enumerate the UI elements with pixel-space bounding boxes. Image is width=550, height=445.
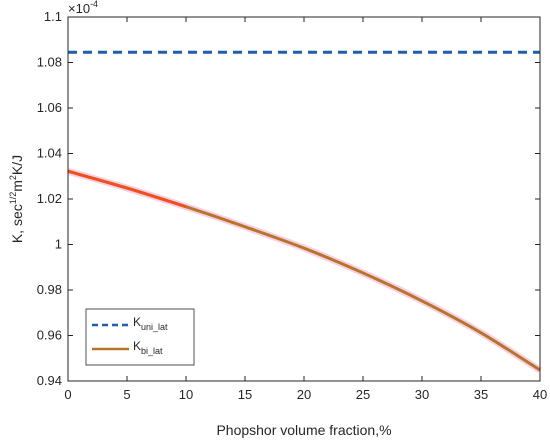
x-tick-label: 40 [533,387,547,402]
legend-uni-lat-sub: uni_lat [141,322,168,332]
legend-box [85,308,195,366]
y-tick-label: 1.02 [37,191,62,206]
y-tick-label: 1.04 [37,146,62,161]
x-tick-label: 5 [123,387,130,402]
y-axis-label: K, sec1/2m2K/J [8,155,25,243]
y-exponent-power: -4 [90,0,98,9]
x-tick-label: 0 [64,387,71,402]
y-tick-label: 1.08 [37,55,62,70]
y-label-sup2: 2 [8,175,18,180]
x-tick-label: 15 [238,387,252,402]
y-tick-label: 1.1 [44,9,62,24]
y-tick-label: 1 [55,237,62,252]
series-layer [67,50,542,374]
y-tick-label: 0.94 [37,373,62,388]
legend-label-bi-lat: Kbi_lat [133,339,163,356]
legend-uni-lat-base: K [133,315,141,329]
y-label-base: K, sec [9,204,25,243]
y-label-sup1: 1/2 [8,192,18,205]
x-tick-label: 30 [415,387,429,402]
y-exponent-base: ×10 [68,1,90,16]
y-label-tail: K/J [9,155,25,175]
y-label-mid: m [9,180,25,192]
y-tick-label: 0.98 [37,282,62,297]
legend-bi-lat-base: K [133,339,141,353]
x-tick-label: 25 [356,387,370,402]
x-tick-label: 10 [179,387,193,402]
x-tick-label: 20 [297,387,311,402]
y-tick-label: 1.06 [37,100,62,115]
y-axis-ticks: 0.94 0.96 0.98 1 1.02 1.04 1.06 1.08 1.1 [37,9,540,388]
y-tick-label: 0.96 [37,328,62,343]
x-axis-ticks: 0 5 10 15 20 25 30 35 40 [64,17,547,402]
x-axis-label: Phopshor volume fraction,% [216,422,391,438]
legend: Kuni_lat Kbi_lat [85,308,195,366]
x-tick-label: 35 [474,387,488,402]
legend-label-uni-lat: Kuni_lat [133,315,168,332]
series-highlight-bi-lat [67,169,187,209]
legend-bi-lat-sub: bi_lat [141,346,163,356]
y-exponent-label: ×10-4 [68,0,98,16]
